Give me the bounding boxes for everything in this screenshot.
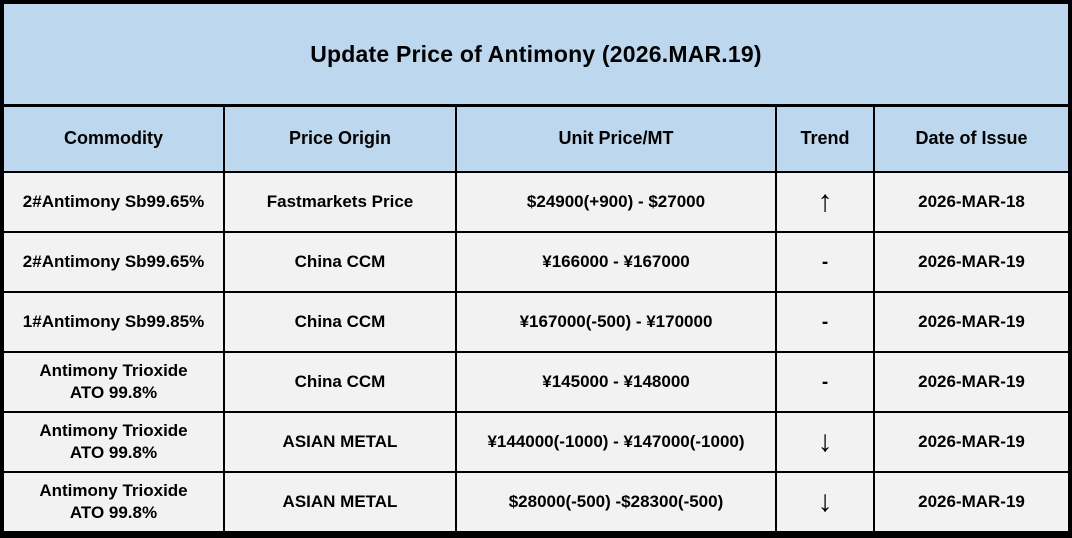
date-cell: 2026-MAR-19 [875,233,1068,291]
price-cell: ¥166000 - ¥167000 [457,233,775,291]
date-cell: 2026-MAR-19 [875,293,1068,351]
page-title: Update Price of Antimony (2026.MAR.19) [310,40,762,67]
col-header-trend: Trend [777,107,873,171]
date-cell: 2026-MAR-18 [875,173,1068,231]
commodity-cell: 1#Antimony Sb99.85% [4,293,223,351]
price-cell: ¥167000(-500) - ¥170000 [457,293,775,351]
col-header-unit-price: Unit Price/MT [457,107,775,171]
trend-flat-icon: - [777,353,873,411]
origin-cell: ASIAN METAL [225,473,455,531]
trend-down-icon: ↓ [777,413,873,471]
origin-cell: China CCM [225,353,455,411]
col-header-date-of-issue: Date of Issue [875,107,1068,171]
commodity-cell: 2#Antimony Sb99.65% [4,173,223,231]
commodity-cell: Antimony Trioxide ATO 99.8% [4,473,223,531]
commodity-cell: Antimony Trioxide ATO 99.8% [4,413,223,471]
date-cell: 2026-MAR-19 [875,473,1068,531]
col-header-price-origin: Price Origin [225,107,455,171]
commodity-cell: 2#Antimony Sb99.65% [4,233,223,291]
col-header-commodity: Commodity [4,107,223,171]
trend-flat-icon: - [777,233,873,291]
date-cell: 2026-MAR-19 [875,353,1068,411]
title-band: Update Price of Antimony (2026.MAR.19) [4,4,1068,107]
trend-flat-icon: - [777,293,873,351]
date-cell: 2026-MAR-19 [875,413,1068,471]
price-grid: Commodity Price Origin Unit Price/MT Tre… [4,107,1068,531]
price-cell: ¥145000 - ¥148000 [457,353,775,411]
origin-cell: China CCM [225,293,455,351]
trend-down-icon: ↓ [777,473,873,531]
trend-up-icon: ↑ [777,173,873,231]
price-cell: $24900(+900) - $27000 [457,173,775,231]
price-cell: ¥144000(-1000) - ¥147000(-1000) [457,413,775,471]
origin-cell: ASIAN METAL [225,413,455,471]
origin-cell: Fastmarkets Price [225,173,455,231]
price-cell: $28000(-500) -$28300(-500) [457,473,775,531]
origin-cell: China CCM [225,233,455,291]
commodity-cell: Antimony Trioxide ATO 99.8% [4,353,223,411]
